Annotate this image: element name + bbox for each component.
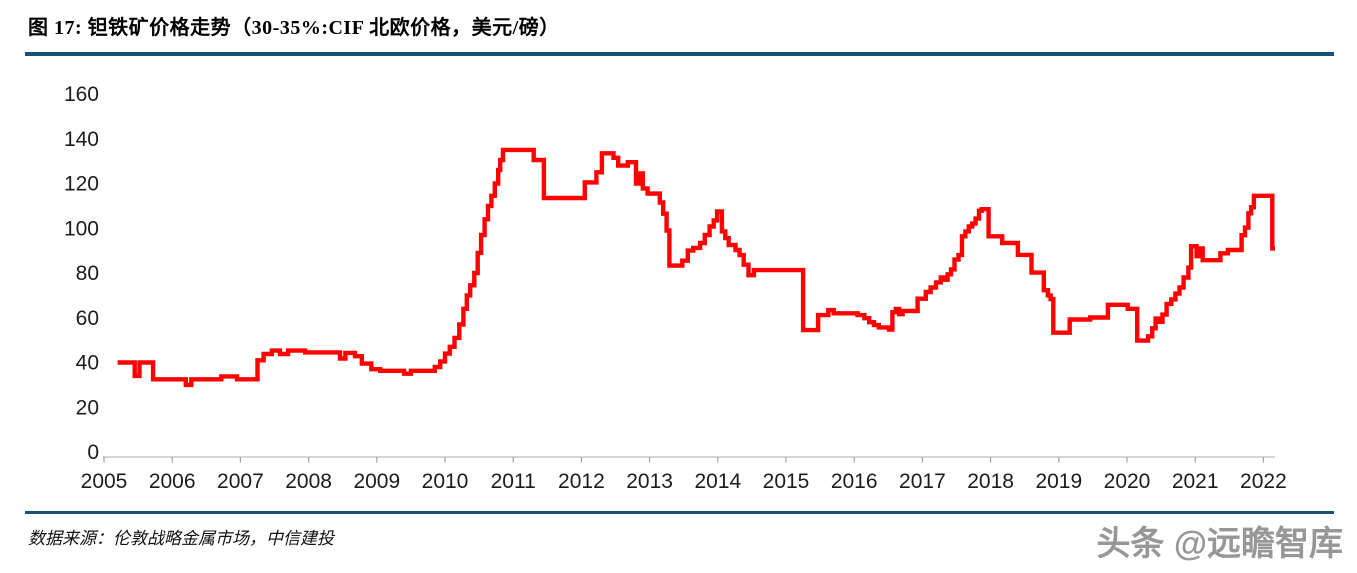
title-divider-rule — [25, 52, 1334, 56]
x-axis-labels: 2005 2006 2007 2008 2009 2010 2011 2012 2013 2014… — [81, 470, 1287, 493]
svg-text:2018: 2018 — [967, 470, 1014, 493]
svg-text:60: 60 — [76, 307, 99, 330]
svg-text:2015: 2015 — [763, 470, 810, 493]
svg-text:2016: 2016 — [831, 470, 878, 493]
svg-text:2021: 2021 — [1172, 470, 1219, 493]
svg-text:2013: 2013 — [626, 470, 673, 493]
price-line-series — [117, 147, 1275, 388]
svg-text:160: 160 — [64, 83, 99, 106]
svg-text:2007: 2007 — [217, 470, 264, 493]
svg-text:2014: 2014 — [694, 470, 741, 493]
svg-text:80: 80 — [76, 262, 99, 285]
figure-title: 图 17: 钽铁矿价格走势（30-35%:CIF 北欧价格，美元/磅） — [28, 17, 560, 39]
x-axis-ticks — [103, 457, 1265, 463]
svg-text:100: 100 — [64, 217, 99, 240]
svg-text:2019: 2019 — [1035, 470, 1082, 493]
y-axis-labels: 0 20 40 60 80 100 120 140 160 — [64, 83, 99, 464]
svg-text:140: 140 — [64, 128, 99, 151]
data-source: 数据来源：伦敦战略金属市场，中信建投 — [28, 529, 334, 548]
svg-text:2017: 2017 — [899, 470, 946, 493]
footer-divider-rule — [25, 511, 1334, 514]
svg-text:2022: 2022 — [1240, 470, 1287, 493]
svg-text:2006: 2006 — [149, 470, 196, 493]
watermark: 头条 @远瞻智库 — [1096, 525, 1343, 563]
svg-text:2009: 2009 — [353, 470, 400, 493]
svg-text:2012: 2012 — [558, 470, 605, 493]
svg-text:0: 0 — [87, 441, 99, 464]
svg-text:2020: 2020 — [1104, 470, 1151, 493]
svg-text:20: 20 — [76, 396, 99, 419]
svg-text:2008: 2008 — [285, 470, 332, 493]
svg-text:2010: 2010 — [422, 470, 469, 493]
svg-text:2005: 2005 — [81, 470, 128, 493]
svg-text:2011: 2011 — [491, 470, 536, 493]
svg-text:40: 40 — [76, 352, 99, 375]
svg-text:120: 120 — [64, 173, 99, 196]
